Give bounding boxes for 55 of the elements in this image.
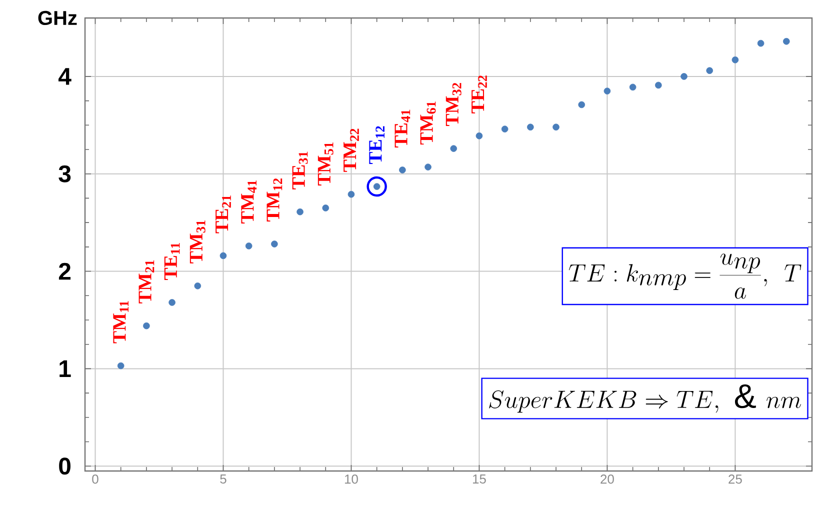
- point: [680, 73, 688, 80]
- point: [655, 82, 662, 89]
- point: [322, 204, 330, 212]
- point: [424, 164, 432, 170]
- point: [757, 40, 764, 47]
- x-tick-label: 15: [472, 474, 486, 484]
- x-tick-label: 5: [220, 474, 226, 484]
- point: [578, 101, 586, 108]
- point: [732, 56, 739, 64]
- point: [168, 299, 176, 306]
- annotation: TE$_{21}$: [216, 196, 231, 234]
- point: [604, 88, 611, 94]
- point: [366, 176, 387, 197]
- annotation: TE$_{11}$: [164, 243, 180, 280]
- point: [117, 362, 124, 370]
- point: [245, 242, 252, 250]
- y-tick-label: 2: [58, 262, 71, 280]
- annotation: TM$_{41}$: [241, 180, 256, 224]
- annotation: TM$_{31}$: [190, 220, 206, 264]
- annotation: TE$_{41}$: [394, 110, 410, 148]
- y-tick-label: 3: [58, 165, 71, 182]
- point: [450, 145, 458, 152]
- point: [271, 240, 278, 248]
- point: [629, 84, 636, 91]
- point: [476, 132, 483, 140]
- annotation: TM$_{32}$: [446, 82, 462, 126]
- point: [143, 322, 150, 330]
- x-tick-label: 20: [600, 474, 614, 484]
- annotation: TM$_{22}$: [344, 128, 359, 172]
- x-tick-label: 25: [728, 474, 742, 484]
- point: [501, 126, 508, 132]
- annotation: TM$_{61}$: [420, 102, 436, 145]
- point: [348, 190, 355, 198]
- annotation: TE$_{12}$: [369, 126, 384, 164]
- annotation: TE$_{31}$: [292, 152, 308, 190]
- point: [220, 252, 227, 260]
- point: [399, 166, 406, 174]
- x-tick-label: 0: [92, 474, 98, 484]
- annotation: TE$_{22}$: [472, 76, 487, 114]
- annotation: TM$_{11}$: [113, 301, 128, 344]
- point: [527, 124, 534, 130]
- annotation: TM$_{21}$: [138, 260, 154, 304]
- annotation: $SuperKEKB \Rightarrow TE,\ \&\ nm$: [489, 384, 802, 413]
- point: [706, 67, 714, 74]
- y-tick-label: 1: [60, 360, 71, 377]
- y-tick-label: 4: [58, 68, 72, 85]
- x-tick-label: 10: [344, 474, 358, 484]
- point: [552, 124, 560, 130]
- point: [296, 208, 304, 216]
- annotation: $TE : k_{nmp} = \frac{u_{np}}{a},\ T$: [568, 254, 802, 299]
- point: [783, 38, 790, 45]
- annotation: TM$_{51}$: [318, 142, 334, 186]
- annotation: TM$_{12}$: [266, 178, 282, 222]
- point: [194, 282, 202, 290]
- y-axis-title: GHz: [38, 10, 77, 26]
